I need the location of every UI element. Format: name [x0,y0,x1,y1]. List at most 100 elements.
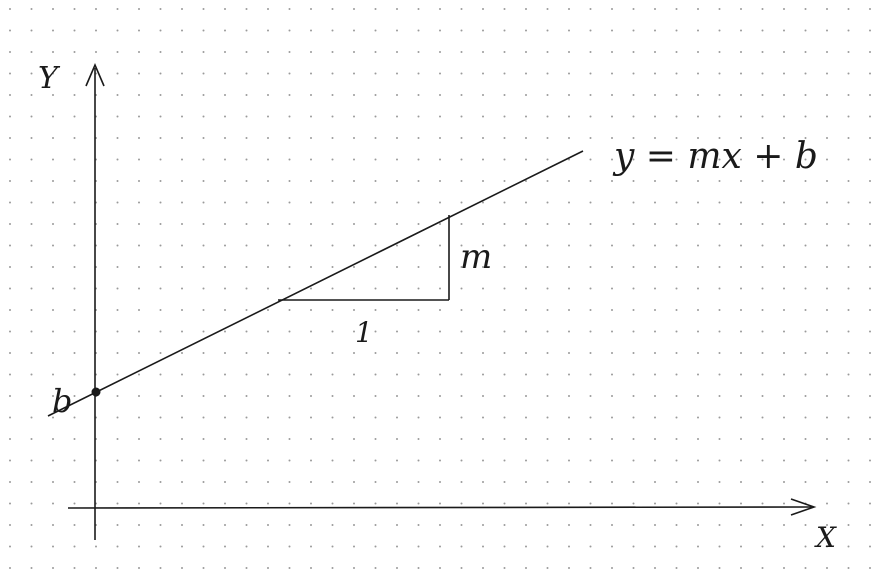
grid-dot [267,287,269,290]
grid-dot [568,115,570,118]
grid-dot [202,223,205,225]
grid-dot [654,158,656,161]
grid-dot [9,266,11,268]
grid-dot [116,567,119,569]
grid-dot [116,502,119,505]
grid-dot [9,459,11,462]
grid-dot [761,72,764,75]
grid-dot [826,223,828,225]
grid-dot [611,481,613,483]
grid-dot [525,330,527,333]
grid-dot [417,266,420,268]
grid-dot [417,395,420,397]
grid-dot [181,481,183,483]
grid-dot [525,29,527,32]
grid-dot [783,94,785,96]
grid-dot [73,459,76,462]
grid-dot [697,481,699,483]
grid-dot [675,481,678,483]
grid-dot [9,309,11,311]
grid-dot [482,416,484,419]
grid-dot [632,416,635,419]
grid-dot [611,115,613,118]
grid-dot [611,352,613,354]
grid-dot [740,244,742,247]
grid-dot [245,287,248,290]
y-intercept-point [91,387,101,397]
grid-dot [353,330,355,333]
grid-dot [503,223,506,225]
grid-dot [331,352,334,354]
x-axis-arrowhead [790,498,817,516]
grid-dot [869,459,871,462]
grid-dot [740,416,742,419]
grid-dot [138,567,140,569]
grid-dot [30,309,33,311]
grid-dot [546,94,549,96]
grid-dot [116,352,119,354]
grid-dot [288,29,291,32]
grid-dot [245,330,248,333]
grid-dot [718,459,721,462]
grid-dot [159,287,162,290]
grid-dot [374,309,377,311]
grid-dot [460,29,463,32]
grid-dot [654,115,656,118]
grid-dot [439,567,441,569]
grid-dot [718,51,721,53]
grid-dot [718,223,721,225]
grid-dot [52,94,54,96]
grid-dot [503,416,506,419]
grid-dot [245,115,248,118]
grid-dot [374,567,377,569]
grid-dot [525,51,527,53]
grid-dot [138,29,140,32]
grid-dot [546,72,549,75]
grid-dot [826,309,828,311]
grid-dot [761,352,764,354]
grid-dot [9,51,11,53]
grid-dot [52,29,54,32]
grid-dot [73,266,76,268]
grid-dot [396,373,398,376]
grid-dot [783,481,785,483]
grid-dot [654,481,656,483]
grid-dot [783,180,785,182]
grid-dot [826,72,828,75]
grid-dot [503,180,506,182]
grid-dot [589,180,592,182]
line-y-equals-mx-plus-b [47,150,584,417]
grid-dot [138,502,140,505]
grid-dot [568,330,570,333]
grid-dot [654,567,656,569]
grid-dot [761,287,764,290]
grid-dot [374,459,377,462]
grid-dot [224,266,226,268]
grid-dot [52,309,54,311]
grid-dot [417,201,420,204]
grid-dot [374,115,377,118]
grid-dot [52,567,54,569]
grid-dot [310,481,312,483]
grid-dot [546,137,549,139]
grid-dot [783,266,785,268]
grid-dot [589,373,592,376]
grid-dot [331,29,334,32]
grid-dot [267,438,269,440]
grid-dot [138,352,140,354]
grid-dot [224,29,226,32]
grid-dot [804,223,807,225]
grid-dot [73,94,76,96]
grid-dot [783,115,785,118]
grid-dot [52,502,54,505]
grid-dot [675,29,678,32]
rise-label: m [460,237,492,277]
grid-dot [697,223,699,225]
grid-dot [482,158,484,161]
grid-dot [503,287,506,290]
grid-dot [761,266,764,268]
grid-dot [460,244,463,247]
grid-dot [503,459,506,462]
grid-dot [159,180,162,182]
grid-dot [95,545,97,548]
